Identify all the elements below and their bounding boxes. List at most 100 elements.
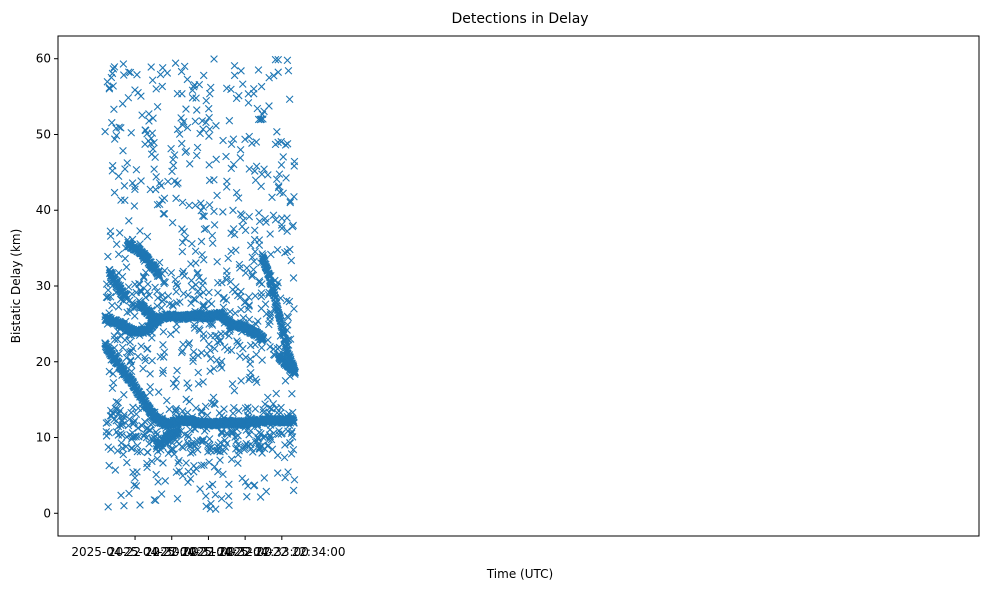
point-noise bbox=[210, 310, 218, 318]
point-noise bbox=[164, 449, 173, 458]
point-noise bbox=[119, 60, 128, 68]
point-noise bbox=[105, 83, 114, 92]
point-noise bbox=[135, 331, 144, 340]
point-noise bbox=[250, 257, 258, 266]
point-noise bbox=[104, 292, 112, 301]
point-noise bbox=[153, 103, 162, 111]
point-noise bbox=[271, 287, 279, 296]
point-noise bbox=[120, 182, 129, 190]
point-noise bbox=[253, 104, 262, 113]
point-noise bbox=[163, 396, 171, 405]
point-noise bbox=[159, 210, 168, 218]
point-noise bbox=[219, 303, 228, 312]
point-noise bbox=[272, 175, 281, 184]
point-noise bbox=[241, 135, 249, 144]
point-noise bbox=[222, 267, 231, 275]
point-noise bbox=[127, 128, 136, 137]
point-noise bbox=[163, 440, 172, 448]
point-noise bbox=[159, 459, 167, 467]
point-noise bbox=[173, 494, 182, 503]
point-noise bbox=[158, 369, 167, 378]
point-noise bbox=[247, 323, 256, 331]
point-noise bbox=[221, 436, 229, 445]
point-noise bbox=[199, 302, 207, 311]
point-noise bbox=[105, 367, 114, 376]
point-noise bbox=[210, 207, 218, 216]
point-noise bbox=[138, 321, 146, 330]
point-noise bbox=[152, 470, 160, 479]
point-noise bbox=[285, 95, 294, 104]
point-noise bbox=[217, 364, 226, 372]
point-noise bbox=[234, 450, 242, 459]
point-noise bbox=[230, 71, 239, 80]
point-noise bbox=[102, 314, 111, 322]
point-noise bbox=[178, 238, 187, 247]
point-noise bbox=[127, 367, 136, 376]
point-noise bbox=[155, 200, 164, 209]
point-noise bbox=[127, 435, 136, 443]
point-noise bbox=[133, 468, 141, 476]
point-noise bbox=[181, 411, 189, 419]
point-noise bbox=[143, 232, 152, 241]
point-noise bbox=[152, 428, 160, 436]
point-noise bbox=[179, 117, 188, 126]
point-noise bbox=[272, 282, 281, 290]
point-noise bbox=[169, 379, 178, 388]
point-noise bbox=[164, 292, 173, 300]
point-noise bbox=[128, 444, 136, 453]
point-noise bbox=[182, 147, 191, 155]
point-noise bbox=[174, 427, 183, 436]
point-noise bbox=[257, 289, 266, 297]
point-noise bbox=[222, 183, 231, 191]
point-noise bbox=[136, 447, 145, 456]
point-noise bbox=[183, 379, 191, 387]
point-noise bbox=[138, 421, 146, 430]
point-noise bbox=[198, 117, 207, 125]
point-noise bbox=[106, 293, 115, 301]
y-tick-label: 20 bbox=[36, 355, 51, 369]
point-noise bbox=[106, 227, 115, 235]
point-noise bbox=[104, 342, 112, 351]
point-noise bbox=[172, 194, 180, 203]
point-noise bbox=[148, 356, 156, 365]
point-noise bbox=[289, 486, 298, 495]
point-noise bbox=[174, 459, 182, 467]
point-noise bbox=[286, 372, 294, 381]
point-noise bbox=[158, 414, 166, 423]
point-noise bbox=[127, 361, 136, 369]
point-noise bbox=[108, 384, 117, 393]
point-noise bbox=[285, 351, 294, 359]
point-noise bbox=[190, 461, 198, 470]
point-noise bbox=[272, 389, 281, 398]
point-noise bbox=[120, 390, 128, 399]
point-noise bbox=[202, 502, 211, 511]
y-axis-label: Bistatic Delay (km) bbox=[9, 229, 23, 344]
point-noise bbox=[172, 404, 180, 413]
point-noise bbox=[146, 383, 155, 391]
point-noise bbox=[213, 191, 221, 200]
point-noise bbox=[200, 225, 209, 234]
point-noise bbox=[130, 304, 138, 313]
point-noise bbox=[164, 177, 172, 186]
point-noise bbox=[166, 330, 175, 339]
point-noise bbox=[192, 151, 201, 160]
point-noise bbox=[247, 414, 255, 422]
point-noise bbox=[267, 435, 276, 444]
point-noise bbox=[284, 66, 293, 75]
point-noise bbox=[127, 331, 136, 340]
point-noise bbox=[271, 276, 279, 285]
point-noise bbox=[235, 91, 243, 100]
point-noise bbox=[101, 127, 109, 136]
point-noise bbox=[188, 239, 196, 248]
point-noise bbox=[122, 442, 130, 451]
point-noise bbox=[110, 415, 118, 424]
point-noise bbox=[221, 420, 230, 429]
point-noise bbox=[265, 435, 273, 444]
point-noise bbox=[160, 279, 168, 288]
point-noise bbox=[114, 431, 123, 439]
point-noise bbox=[137, 92, 145, 100]
point-noise bbox=[274, 68, 282, 76]
point-noise bbox=[271, 216, 280, 224]
point-noise bbox=[286, 198, 295, 207]
point-noise bbox=[205, 113, 213, 122]
